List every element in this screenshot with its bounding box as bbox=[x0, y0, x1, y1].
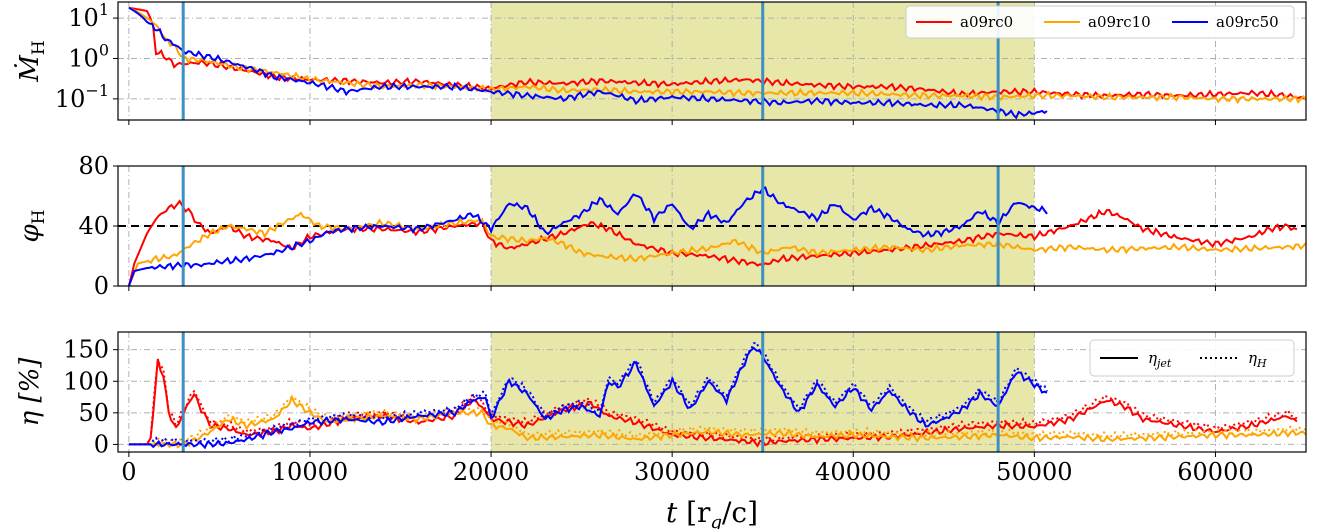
series-line-a09rc10 bbox=[127, 211, 1307, 287]
y-axis-label: η [%] bbox=[15, 357, 45, 427]
axes-frame bbox=[117, 1, 1307, 121]
series-line-a09rc50 bbox=[127, 186, 1048, 287]
x-tick-label: 0 bbox=[121, 458, 136, 486]
y-tick-label: 50 bbox=[78, 399, 109, 427]
y-axis-label: ṀH bbox=[14, 40, 49, 82]
legend-label: a09rc50 bbox=[1216, 13, 1279, 31]
legend-box bbox=[905, 5, 1295, 39]
y-tick-label: 10−1 bbox=[55, 81, 109, 113]
y-tick-label: 80 bbox=[78, 152, 109, 180]
x-axis-label: t [rg/c] bbox=[666, 496, 758, 529]
y-tick-label: 101 bbox=[68, 0, 109, 32]
legend-label: a09rc10 bbox=[1088, 13, 1151, 31]
y-tick-label: 0 bbox=[94, 272, 109, 300]
axes-frame bbox=[117, 331, 1307, 453]
series-line-a09rc0 bbox=[127, 199, 1298, 287]
series-line-a09rc10 bbox=[128, 6, 1307, 105]
series-dotted-a09rc50 bbox=[128, 341, 1048, 446]
x-tick-label: 20000 bbox=[453, 458, 529, 486]
y-tick-label: 100 bbox=[63, 367, 109, 395]
y-tick-label: 150 bbox=[63, 336, 109, 364]
x-tick-label: 40000 bbox=[815, 458, 891, 486]
y-tick-label: 0 bbox=[94, 430, 109, 458]
x-tick-label: 10000 bbox=[272, 458, 348, 486]
y-tick-label: 40 bbox=[78, 212, 109, 240]
x-tick-label: 30000 bbox=[634, 458, 710, 486]
series-dotted-a09rc10 bbox=[128, 396, 1307, 446]
y-axis-label: φH bbox=[15, 209, 49, 242]
legend-box bbox=[1089, 339, 1295, 377]
series-line-a09rc0 bbox=[128, 358, 1298, 448]
legend-label: a09rc0 bbox=[960, 13, 1013, 31]
x-tick-label: 60000 bbox=[1177, 458, 1253, 486]
panel-accretion-rate: 101 100 10−1ṀH a09rc0 a09rc10 a09rc50 bbox=[14, 0, 1307, 125]
series-line-a09rc50 bbox=[128, 346, 1048, 450]
series-line-a09rc50 bbox=[128, 6, 1048, 120]
x-tick-label: 50000 bbox=[996, 458, 1072, 486]
y-tick-label: 100 bbox=[68, 40, 109, 72]
panel-magnetic-flux: 0 40 80 φH bbox=[15, 152, 1307, 300]
series-line-a09rc10 bbox=[128, 394, 1307, 449]
